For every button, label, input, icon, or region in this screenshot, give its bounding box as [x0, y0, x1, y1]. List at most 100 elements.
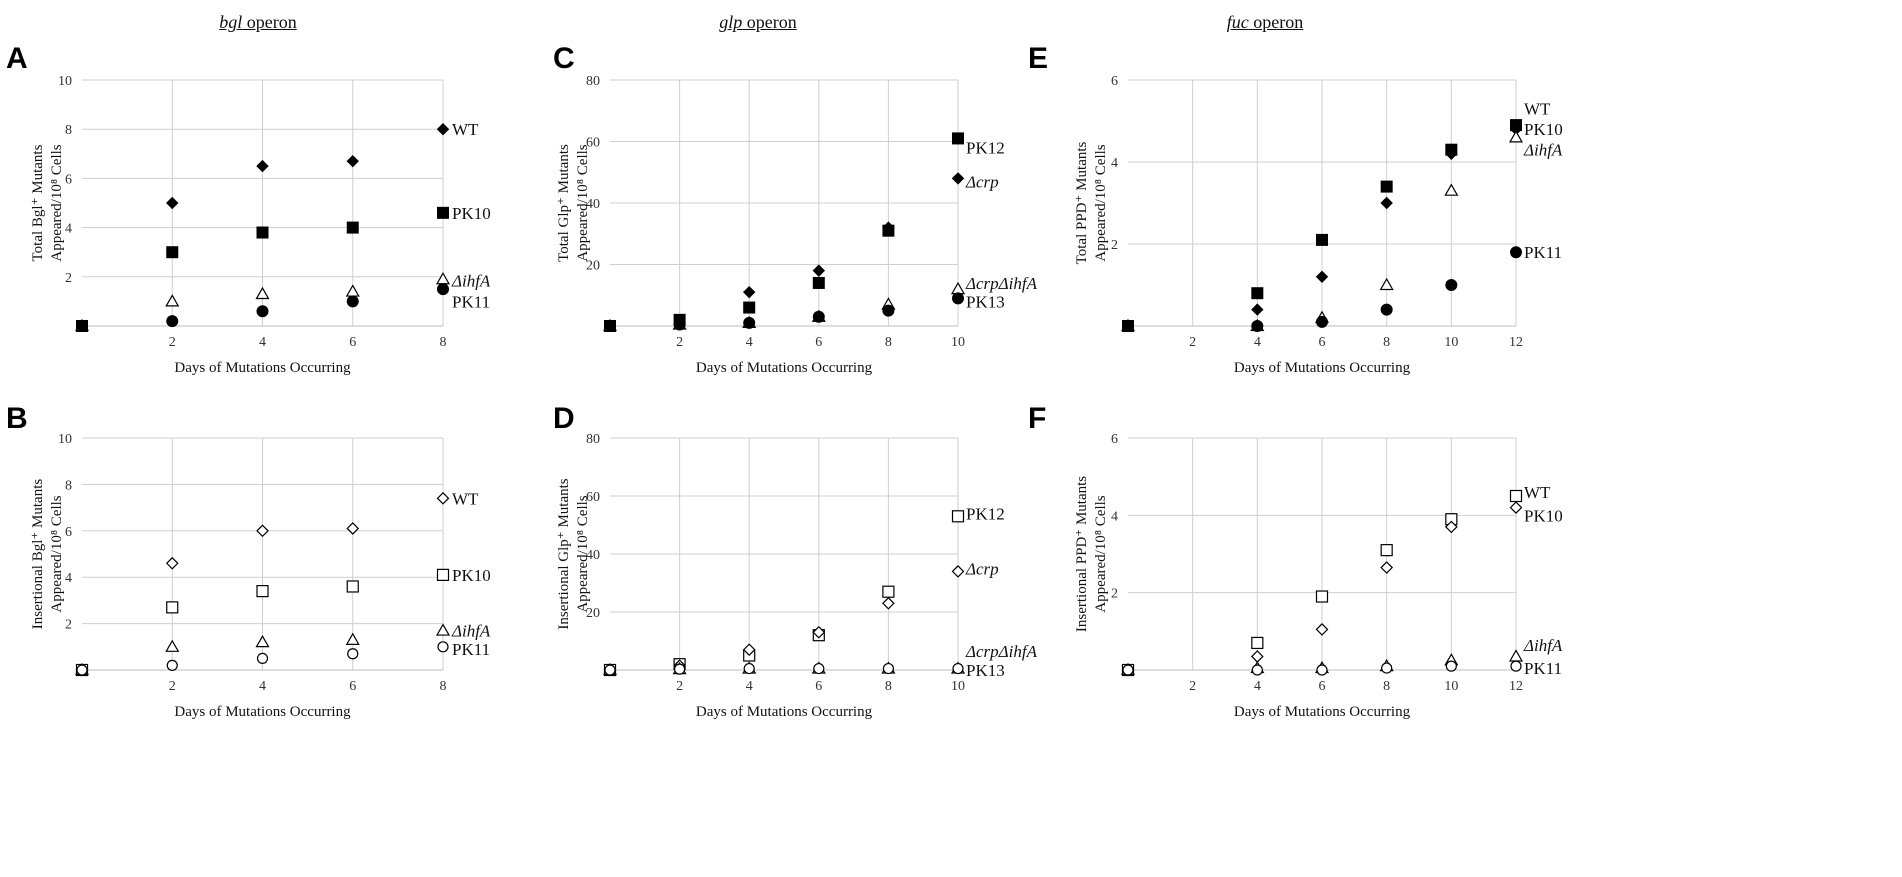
series-label: WT	[452, 120, 479, 139]
series-label: ΔcrpΔihfA	[965, 274, 1038, 293]
data-point	[346, 522, 360, 535]
data-point	[166, 601, 179, 614]
series-Δcrp: Δcrp	[603, 560, 999, 677]
data-point	[166, 196, 179, 210]
series-ΔihfA: ΔihfA	[74, 271, 491, 332]
series-label: PK13	[966, 661, 1005, 680]
series-label: WT	[452, 489, 479, 508]
data-point	[1380, 303, 1393, 316]
data-point	[1251, 320, 1264, 332]
data-point	[345, 284, 360, 297]
panel-letter-d: D	[553, 402, 575, 435]
y-tick-label: 2	[1111, 587, 1118, 602]
series-label: PK10	[1524, 506, 1563, 525]
series-WT: WT	[1121, 100, 1551, 333]
x-tick-label: 8	[1383, 679, 1390, 694]
x-tick-label: 8	[440, 335, 447, 350]
data-point	[1251, 287, 1264, 300]
chart-panel-a: 2 4 6 8 10 2 4 6 8 Days of Mutations Occurring Tot…	[30, 74, 491, 376]
x-tick-label: 12	[1509, 335, 1523, 350]
data-point	[1381, 662, 1393, 674]
data-point	[1251, 664, 1263, 676]
x-tick-label: 8	[440, 679, 447, 694]
y-axis-label: Total Bgl⁺ Mutants Appeared/10⁸ Cells	[30, 144, 65, 261]
x-tick-label: 8	[885, 335, 892, 350]
data-point	[1510, 660, 1522, 672]
data-point	[1380, 180, 1393, 193]
data-point	[604, 320, 616, 332]
y-axis-label-line: Total Bgl⁺ Mutants	[30, 144, 46, 261]
series-label: ΔihfA	[1523, 141, 1563, 160]
data-point	[1316, 664, 1328, 676]
y-axis-label-line: Appeared/10⁸ Cells	[49, 495, 65, 612]
series-label: ΔcrpΔihfA	[965, 642, 1038, 661]
data-point	[166, 659, 178, 671]
series-PK10: PK10	[1121, 501, 1563, 677]
panel-letter-e: E	[1028, 42, 1049, 75]
x-tick-label: 2	[169, 679, 176, 694]
data-point	[950, 281, 966, 295]
data-point	[255, 286, 270, 300]
data-point	[256, 524, 269, 538]
series-WT: WT	[75, 120, 479, 333]
x-axis-label: Days of Mutations Occurring	[1234, 360, 1411, 376]
data-point	[1316, 233, 1328, 246]
series-PK10: PK10	[75, 566, 491, 677]
data-point	[346, 221, 359, 234]
data-point	[673, 663, 686, 675]
data-point	[1508, 130, 1524, 143]
series-label: ΔihfA	[451, 271, 491, 290]
series-ΔihfA: ΔihfA	[1120, 130, 1563, 332]
data-point	[812, 276, 825, 289]
data-point	[742, 643, 756, 657]
y-tick-label: 2	[65, 618, 72, 633]
data-point	[1316, 315, 1328, 328]
series-PK13: PK13	[604, 661, 1005, 680]
data-point	[882, 221, 895, 234]
y-axis-label-line: Total PPD⁺ Mutants	[1074, 141, 1090, 264]
data-point	[436, 568, 450, 581]
y-axis-label: Insertional PPD⁺ Mutants Appeared/10⁸ Cel…	[1074, 476, 1109, 632]
y-tick-label: 2	[1111, 238, 1118, 253]
data-point	[256, 652, 269, 665]
x-tick-label: 6	[815, 335, 822, 350]
x-tick-label: 2	[1189, 679, 1196, 694]
series-label: WT	[1524, 100, 1551, 119]
x-tick-label: 8	[885, 679, 892, 694]
data-point	[1509, 489, 1523, 503]
y-tick-label: 6	[1111, 432, 1118, 447]
series-label: PK11	[452, 292, 490, 311]
column-title-gene: bgl	[219, 12, 243, 32]
data-point	[166, 315, 179, 328]
chart-panel-c: 20 40 60 80 2 4 6 8 10 Days of Mutations Occurrin…	[556, 74, 1038, 376]
data-point	[743, 301, 756, 314]
y-tick-label: 6	[65, 172, 72, 187]
series-label: ΔihfA	[1523, 636, 1563, 655]
data-point	[1122, 664, 1134, 676]
y-tick-label: 8	[65, 123, 72, 138]
data-point	[1380, 544, 1393, 557]
data-point	[882, 304, 895, 317]
data-point	[1510, 246, 1522, 259]
data-point	[1510, 119, 1522, 132]
y-tick-label: 6	[65, 525, 72, 540]
data-point	[76, 320, 88, 332]
data-point	[952, 292, 964, 305]
x-tick-label: 2	[169, 335, 176, 350]
series-Δcrp: Δcrp	[603, 172, 999, 333]
y-axis-label-line: Insertional Glp⁺ Mutants	[556, 478, 572, 629]
series-label: PK13	[966, 292, 1005, 311]
data-point	[255, 634, 270, 648]
series-ΔihfA: ΔihfA	[1120, 636, 1563, 676]
series-ΔihfA: ΔihfA	[74, 622, 491, 676]
data-point	[256, 226, 269, 239]
y-tick-label: 20	[586, 606, 600, 621]
y-tick-label: 2	[65, 271, 72, 286]
data-point	[1315, 623, 1329, 636]
series-label: PK12	[966, 504, 1005, 523]
series-PK13: PK13	[604, 292, 1005, 332]
x-tick-label: 6	[1319, 679, 1326, 694]
y-tick-label: 4	[1111, 156, 1118, 171]
data-point	[1444, 183, 1459, 196]
